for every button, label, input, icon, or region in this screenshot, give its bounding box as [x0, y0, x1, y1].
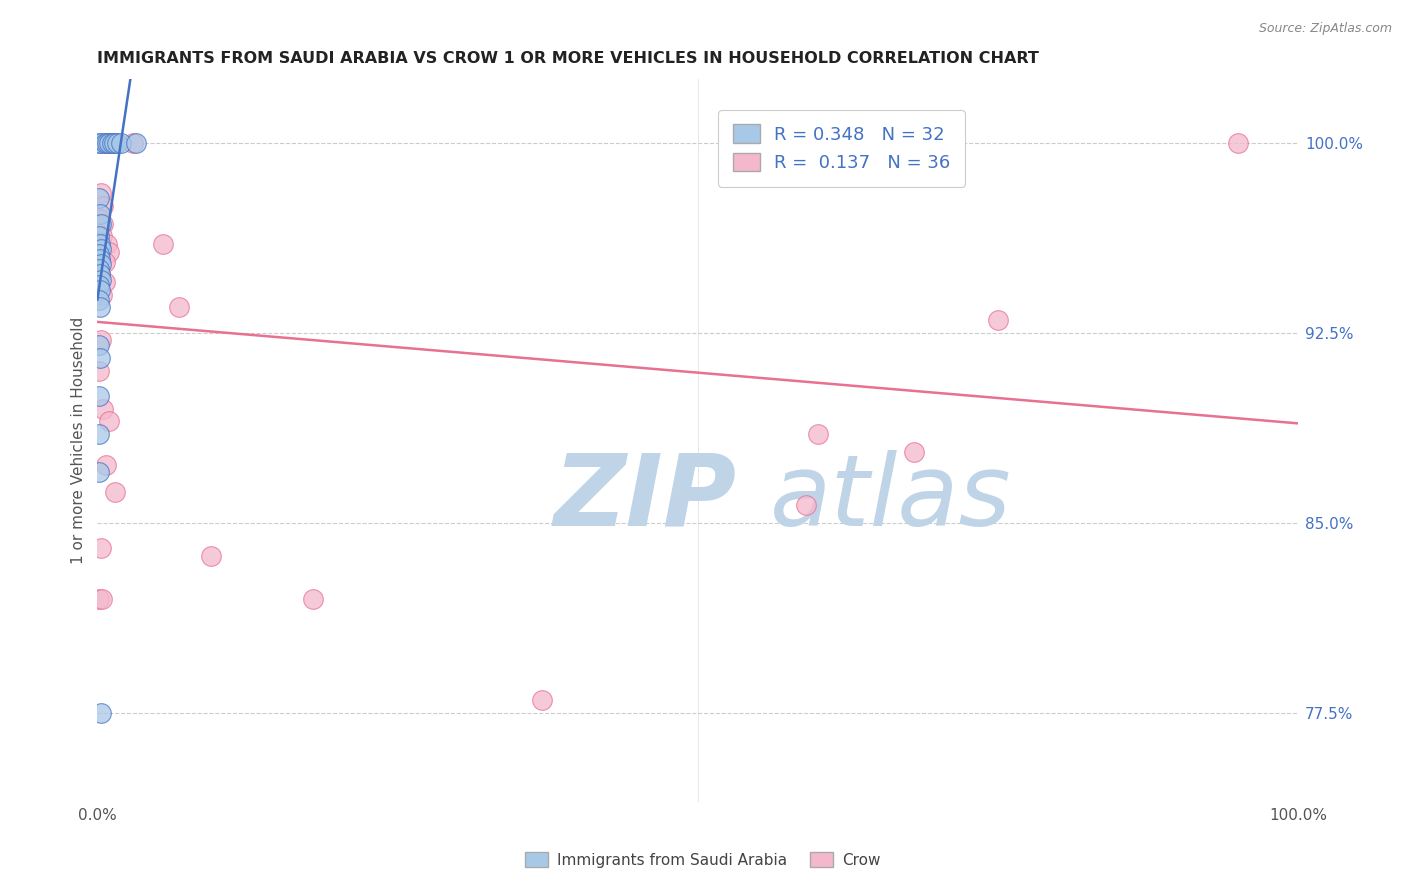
Point: [98, 244, 121, 259]
Point: [89, 268, 111, 282]
Point: [89, 283, 111, 297]
Point: [96, 237, 118, 252]
Point: [87, 136, 110, 150]
Point: [90, 257, 112, 271]
Point: [93, 401, 115, 416]
Legend: R = 0.348   N = 32, R =  0.137   N = 36: R = 0.348 N = 32, R = 0.137 N = 36: [718, 110, 965, 186]
Text: Source: ZipAtlas.com: Source: ZipAtlas.com: [1258, 22, 1392, 36]
Point: [94, 458, 117, 472]
Point: [89, 237, 111, 252]
Point: [89, 268, 111, 282]
Point: [104, 485, 127, 500]
Point: [87, 591, 110, 606]
Point: [87, 465, 110, 479]
Point: [302, 591, 325, 606]
Point: [903, 445, 925, 459]
Text: ZIP: ZIP: [554, 450, 737, 547]
Point: [87, 364, 110, 378]
Point: [90, 334, 112, 348]
Point: [87, 229, 110, 244]
Point: [90, 186, 112, 201]
Point: [89, 301, 111, 315]
Point: [98, 136, 121, 150]
Point: [125, 136, 148, 150]
Point: [105, 136, 128, 150]
Point: [87, 191, 110, 205]
Point: [1226, 136, 1249, 150]
Text: IMMIGRANTS FROM SAUDI ARABIA VS CROW 1 OR MORE VEHICLES IN HOUSEHOLD CORRELATION: IMMIGRANTS FROM SAUDI ARABIA VS CROW 1 O…: [97, 51, 1039, 66]
Point: [91, 591, 114, 606]
Point: [90, 541, 112, 556]
Point: [89, 207, 111, 221]
Point: [90, 242, 112, 256]
Legend: Immigrants from Saudi Arabia, Crow: Immigrants from Saudi Arabia, Crow: [517, 844, 889, 875]
Point: [98, 136, 121, 150]
Point: [103, 136, 125, 150]
Point: [200, 549, 222, 563]
Point: [89, 351, 111, 365]
Point: [91, 287, 114, 301]
Point: [98, 414, 121, 428]
Point: [93, 136, 115, 150]
Point: [93, 275, 115, 289]
Point: [93, 217, 115, 231]
Y-axis label: 1 or more Vehicles in Household: 1 or more Vehicles in Household: [72, 317, 86, 564]
Point: [87, 262, 110, 277]
Point: [93, 254, 115, 268]
Point: [93, 199, 115, 213]
Point: [89, 211, 111, 226]
Point: [90, 706, 112, 720]
Point: [100, 136, 122, 150]
Point: [89, 252, 111, 267]
Point: [87, 247, 110, 261]
Point: [530, 693, 553, 707]
Point: [103, 136, 125, 150]
Point: [152, 237, 174, 252]
Point: [87, 427, 110, 442]
Text: atlas: atlas: [769, 450, 1011, 547]
Point: [90, 272, 112, 286]
Point: [167, 301, 190, 315]
Point: [122, 136, 145, 150]
Point: [100, 136, 122, 150]
Point: [87, 389, 110, 403]
Point: [94, 136, 117, 150]
Point: [794, 498, 817, 512]
Point: [101, 136, 124, 150]
Point: [96, 136, 118, 150]
Point: [91, 229, 114, 244]
Point: [87, 338, 110, 352]
Point: [90, 136, 112, 150]
Point: [110, 136, 132, 150]
Point: [987, 313, 1010, 327]
Point: [87, 277, 110, 292]
Point: [90, 217, 112, 231]
Point: [807, 427, 830, 442]
Point: [87, 293, 110, 307]
